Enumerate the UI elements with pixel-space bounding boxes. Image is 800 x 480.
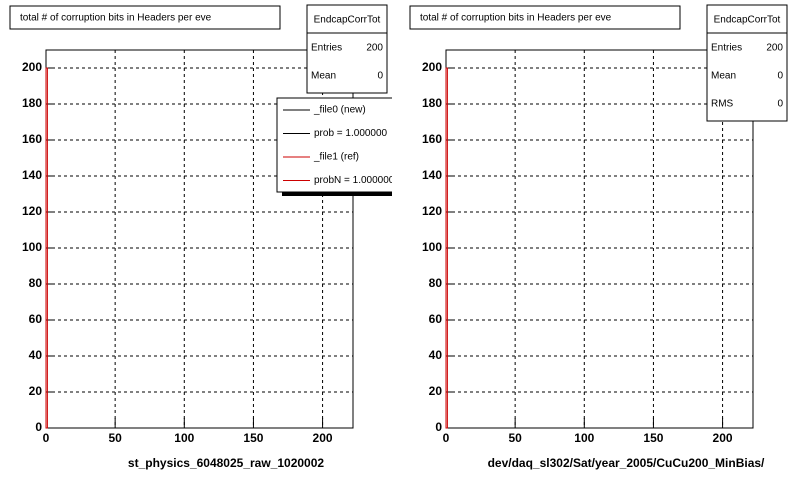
stats-title: EndcapCorrTot (714, 15, 781, 26)
y-tick-label: 60 (29, 312, 43, 326)
title-box (409, 5, 681, 30)
y-tick-label: 140 (422, 168, 442, 182)
stats-value: 0 (377, 71, 383, 82)
y-tick-label: 200 (422, 60, 442, 74)
y-tick-label: 180 (422, 96, 442, 110)
pad: 0 20 40 60 80 100 120 140 160 180 200 0 50 100 150 200 d… (409, 4, 788, 470)
y-tick-label: 120 (22, 204, 42, 218)
frame (445, 49, 754, 429)
x-tick-label: 50 (508, 431, 522, 445)
stats-label: RMS (711, 99, 734, 110)
stats-label: Entries (711, 43, 742, 54)
x-axis-label: dev/daq_sl302/Sat/year_2005/CuCu200_MinB… (488, 456, 765, 470)
y-tick-label: 100 (22, 240, 42, 254)
x-tick-label: 150 (643, 431, 663, 445)
stats-label: Entries (311, 43, 342, 54)
stats-label: Mean (711, 71, 736, 82)
stats-box (306, 4, 388, 94)
y-tick-label: 160 (422, 132, 442, 146)
legend-box (276, 97, 392, 193)
histogram-bar (45, 67, 48, 429)
stats-title: EndcapCorrTot (314, 15, 381, 26)
x-tick-label: 50 (108, 431, 122, 445)
x-tick-label: 200 (313, 431, 333, 445)
x-tick-label: 100 (574, 431, 594, 445)
chart-title: total # of corruption bits in Headers pe… (420, 13, 612, 24)
legend-label: _file1 (ref) (313, 152, 359, 163)
y-tick-label: 0 (35, 420, 42, 434)
stats-value: 0 (777, 99, 783, 110)
y-tick-label: 80 (29, 276, 43, 290)
title-box (9, 5, 281, 30)
chart-title: total # of corruption bits in Headers pe… (20, 13, 212, 24)
stats-value: 200 (766, 43, 783, 54)
x-tick-label: 0 (43, 431, 50, 445)
stats-label: Mean (311, 71, 336, 82)
legend-label: _file0 (new) (313, 105, 366, 116)
stats-value: 0 (777, 71, 783, 82)
x-tick-label: 200 (713, 431, 733, 445)
y-tick-label: 140 (22, 168, 42, 182)
y-tick-label: 40 (429, 348, 443, 362)
x-tick-label: 0 (443, 431, 450, 445)
x-tick-label: 150 (243, 431, 263, 445)
histogram-bar (445, 67, 448, 429)
x-axis-label: st_physics_6048025_raw_1020002 (128, 456, 324, 470)
y-tick-label: 20 (429, 384, 443, 398)
stats-box (706, 4, 788, 122)
y-tick-label: 80 (429, 276, 443, 290)
y-tick-label: 40 (29, 348, 43, 362)
y-tick-label: 0 (435, 420, 442, 434)
stats-value: 200 (366, 43, 383, 54)
legend-label: prob = 1.000000 (314, 128, 388, 139)
y-tick-label: 120 (422, 204, 442, 218)
y-tick-label: 180 (22, 96, 42, 110)
x-tick-label: 100 (174, 431, 194, 445)
pad: 0 20 40 60 80 100 120 140 160 180 200 0 50 100 150 200 s… (9, 4, 395, 470)
y-tick-label: 160 (22, 132, 42, 146)
legend-label: probN = 1.000000 (314, 175, 395, 186)
y-tick-label: 200 (22, 60, 42, 74)
y-tick-label: 60 (429, 312, 443, 326)
y-tick-label: 20 (29, 384, 43, 398)
y-tick-label: 100 (422, 240, 442, 254)
